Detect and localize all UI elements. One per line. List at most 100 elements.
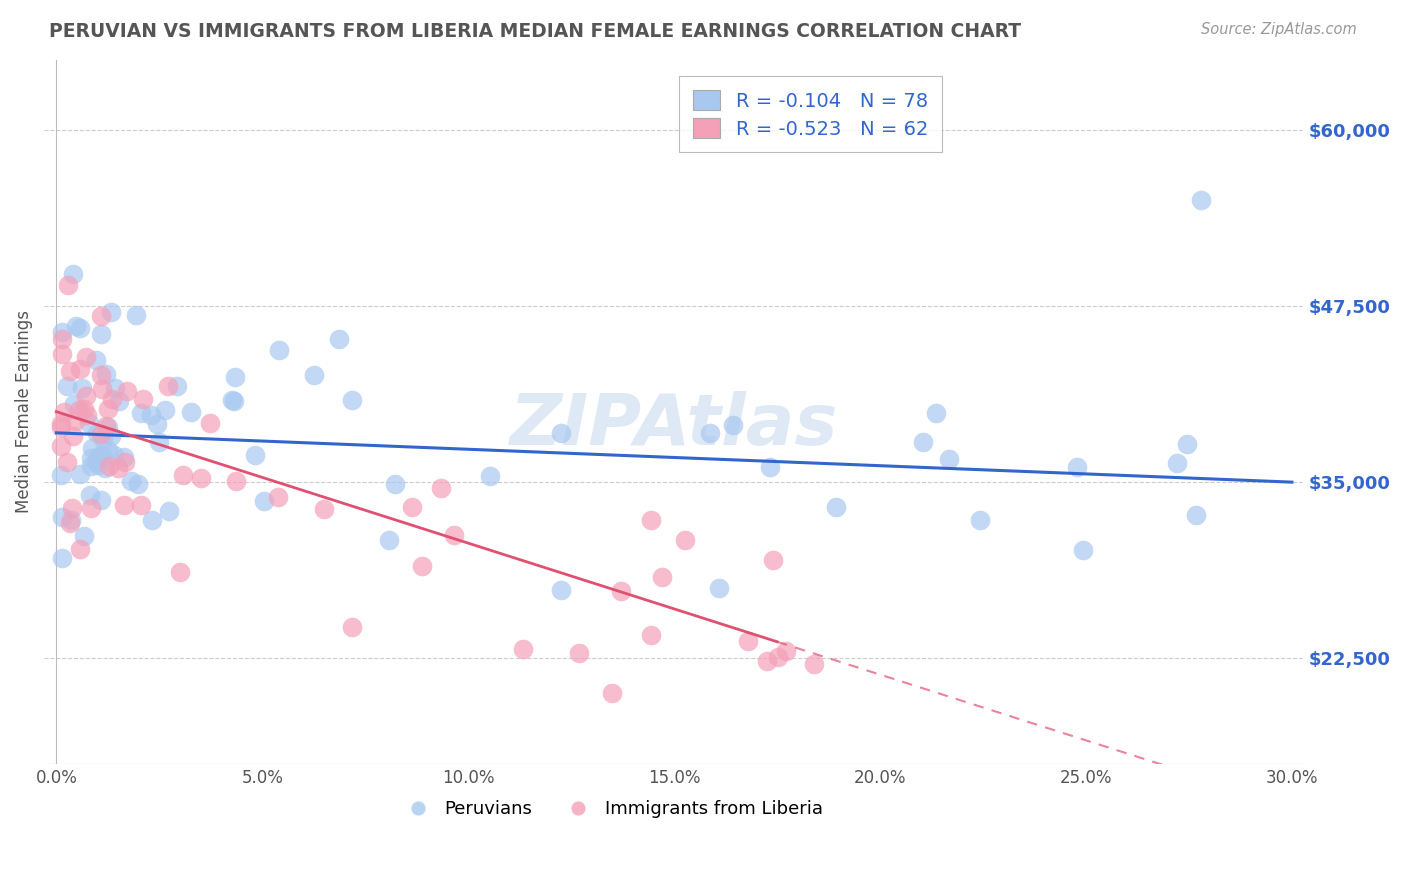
Point xyxy=(824,500,846,515)
Point xyxy=(62,268,84,282)
Point xyxy=(145,417,167,431)
Point xyxy=(221,392,243,407)
Point xyxy=(73,528,96,542)
Point xyxy=(267,490,290,504)
Point xyxy=(153,402,176,417)
Point xyxy=(98,459,121,474)
Point xyxy=(100,305,122,319)
Point xyxy=(53,405,76,419)
Point xyxy=(69,321,91,335)
Point xyxy=(166,379,188,393)
Point xyxy=(640,513,662,527)
Point xyxy=(1073,542,1095,557)
Point xyxy=(139,409,162,423)
Point xyxy=(243,448,266,462)
Point xyxy=(91,448,114,462)
Point xyxy=(69,542,91,557)
Point xyxy=(759,459,782,474)
Point xyxy=(172,468,194,483)
Point xyxy=(602,686,624,700)
Point xyxy=(104,381,127,395)
Point xyxy=(198,416,221,430)
Point xyxy=(1189,194,1212,208)
Point xyxy=(550,583,572,598)
Point xyxy=(80,459,103,474)
Point xyxy=(129,406,152,420)
Point xyxy=(699,425,721,440)
Point xyxy=(69,467,91,481)
Point xyxy=(84,353,107,368)
Point xyxy=(96,367,118,381)
Point xyxy=(107,460,129,475)
Point xyxy=(938,452,960,467)
Point xyxy=(803,657,825,671)
Point xyxy=(65,318,87,333)
Point xyxy=(51,325,73,339)
Point xyxy=(180,405,202,419)
Point xyxy=(75,389,97,403)
Point xyxy=(93,461,115,475)
Point xyxy=(912,434,935,449)
Point xyxy=(80,441,103,455)
Point xyxy=(253,493,276,508)
Point xyxy=(302,368,325,383)
Point xyxy=(115,384,138,398)
Point xyxy=(58,516,80,530)
Point xyxy=(312,501,335,516)
Point xyxy=(651,570,673,584)
Point xyxy=(190,471,212,485)
Point xyxy=(62,429,84,443)
Point xyxy=(63,414,86,428)
Point xyxy=(610,583,633,598)
Point xyxy=(120,475,142,489)
Point xyxy=(127,476,149,491)
Point xyxy=(79,488,101,502)
Point xyxy=(411,558,433,573)
Point xyxy=(129,498,152,512)
Point xyxy=(141,513,163,527)
Point xyxy=(721,417,744,432)
Point xyxy=(568,646,591,660)
Point xyxy=(1066,460,1088,475)
Point xyxy=(103,448,125,462)
Point xyxy=(86,425,108,440)
Point xyxy=(384,476,406,491)
Point xyxy=(114,455,136,469)
Point xyxy=(478,468,501,483)
Point xyxy=(90,368,112,382)
Point xyxy=(112,499,135,513)
Point xyxy=(97,402,120,417)
Point xyxy=(90,327,112,342)
Point xyxy=(97,420,120,434)
Text: ZIPAtlas: ZIPAtlas xyxy=(510,392,838,460)
Point xyxy=(84,455,107,469)
Point xyxy=(640,628,662,642)
Point xyxy=(340,392,363,407)
Point xyxy=(443,528,465,542)
Point xyxy=(63,397,86,411)
Point xyxy=(775,644,797,658)
Point xyxy=(148,435,170,450)
Text: Source: ZipAtlas.com: Source: ZipAtlas.com xyxy=(1201,22,1357,37)
Point xyxy=(97,442,120,457)
Point xyxy=(1175,436,1198,450)
Point xyxy=(157,378,180,392)
Legend: Peruvians, Immigrants from Liberia: Peruvians, Immigrants from Liberia xyxy=(392,793,830,825)
Point xyxy=(224,370,246,384)
Point xyxy=(76,409,98,423)
Point xyxy=(80,500,103,515)
Text: PERUVIAN VS IMMIGRANTS FROM LIBERIA MEDIAN FEMALE EARNINGS CORRELATION CHART: PERUVIAN VS IMMIGRANTS FROM LIBERIA MEDI… xyxy=(49,22,1021,41)
Point xyxy=(56,277,79,292)
Point xyxy=(675,533,697,547)
Point xyxy=(1185,508,1208,522)
Point xyxy=(51,439,73,453)
Point xyxy=(709,582,731,596)
Point xyxy=(378,533,401,548)
Point xyxy=(108,394,131,409)
Point xyxy=(49,417,72,431)
Point xyxy=(69,362,91,376)
Point xyxy=(114,450,136,464)
Point xyxy=(512,642,534,657)
Point xyxy=(55,455,77,469)
Point xyxy=(342,619,364,633)
